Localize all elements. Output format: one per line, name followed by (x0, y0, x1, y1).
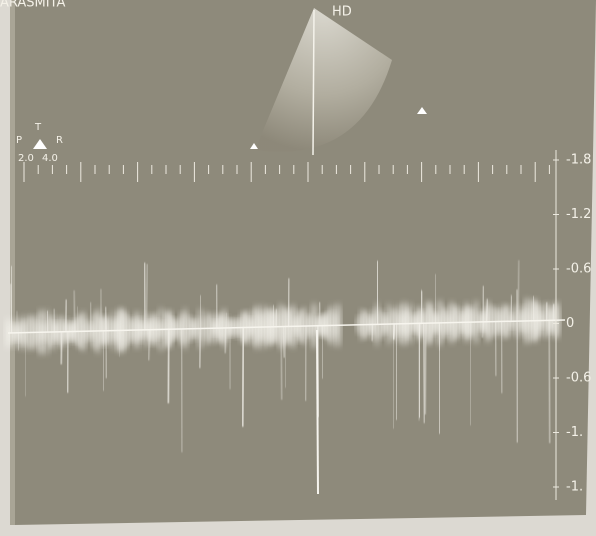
marker (250, 143, 258, 149)
flow-spike (147, 329, 151, 361)
flow-spike (287, 278, 291, 327)
display-area (10, 0, 596, 525)
flow-spike (66, 331, 70, 393)
flow-spike (482, 285, 485, 322)
marker (417, 107, 427, 114)
flow-spike (280, 326, 283, 400)
flow-spike (180, 328, 183, 453)
scale-label: -0.6 (566, 262, 591, 277)
flow-spike (423, 323, 427, 415)
gate-t: T (34, 122, 42, 133)
flow-spike (275, 309, 278, 327)
flow-spike (89, 302, 92, 332)
flow-spike (53, 308, 56, 332)
flow-spike (59, 331, 63, 365)
patient-name: ARASMITA (0, 0, 66, 11)
flow-spike (167, 329, 171, 404)
flow-spike (552, 303, 556, 321)
velocity-scale: -1.8 -1.2 -0.6 0 -0.6 -1. -1. (553, 153, 591, 495)
flow-spike (395, 323, 398, 420)
scale-label: -0.6 (566, 371, 591, 386)
flow-spike (104, 330, 108, 379)
flow-spike (282, 326, 286, 358)
flow-spike (145, 264, 148, 330)
flow-spike (392, 323, 396, 340)
flow-spike (215, 284, 218, 329)
gate-r: R (56, 135, 63, 146)
flow-spike (316, 329, 319, 495)
flow-spike (241, 327, 245, 427)
flow-spike (371, 324, 374, 342)
flow-spike (143, 262, 147, 330)
flow-spike (376, 260, 379, 325)
flow-spike (500, 321, 503, 394)
scale-label: -1. (566, 425, 583, 440)
flow-spike (420, 290, 423, 324)
flow-spike (72, 290, 76, 332)
flow-spike (481, 321, 485, 338)
scale-label: 0 (566, 316, 574, 331)
flow-spike (224, 327, 227, 354)
flow-spike (548, 320, 551, 444)
gate-icon (33, 139, 47, 149)
flow-spike (304, 326, 307, 401)
scale-label: -1.2 (566, 207, 591, 222)
flow-spike (198, 328, 202, 369)
probe-label: HD (332, 5, 352, 20)
gate-p: P (16, 135, 22, 146)
gate-left-value: 2.0 (18, 153, 34, 164)
gate-right-value: 4.0 (42, 153, 58, 164)
flow-spike (516, 321, 519, 443)
scale-label: -1. (566, 480, 583, 495)
flow-spike (545, 302, 548, 321)
flow-spike (517, 260, 520, 322)
flow-spike (64, 299, 68, 332)
time-ticks (23, 162, 550, 182)
flow-spike (16, 311, 18, 333)
sector-image (255, 8, 392, 152)
flow-spike (104, 306, 108, 331)
display-edge (10, 0, 15, 525)
flow-spike (485, 298, 489, 322)
flow-spike (494, 321, 497, 376)
cursor-line (312, 9, 315, 156)
scale-label: -1.8 (566, 153, 591, 168)
baseline (7, 319, 566, 334)
flow-spike (318, 302, 322, 326)
